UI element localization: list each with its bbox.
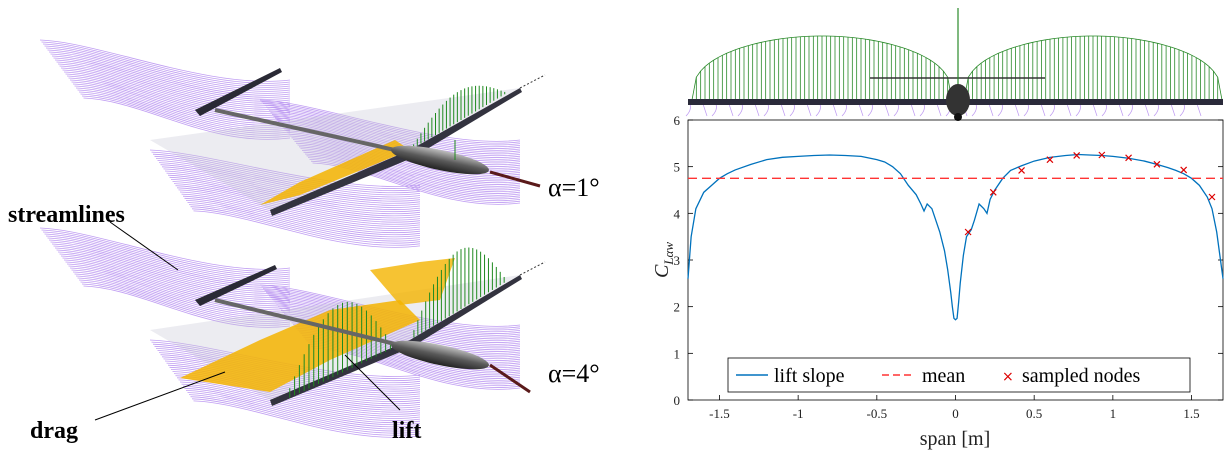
sampled-node-marker [1098,151,1106,159]
angle-label-bottom: α=4° [548,359,600,388]
legend-swatch-sampled-nodes: × [1002,369,1014,385]
legend-label-sampled-nodes: sampled nodes [1022,365,1141,387]
plot-series [687,151,1224,321]
sampled-node-marker [1208,193,1216,201]
x-axis: -1.5 -1 -0.5 0 0.5 1 1.5 [709,395,1200,421]
y-tick-label: 2 [674,300,681,315]
legend: lift slope mean × sampled nodes [727,357,1191,393]
front-view-aircraft [685,8,1223,121]
x-axis-label: span [m] [920,428,991,450]
lift-ribs-top [413,85,506,148]
x-tick-label: 0 [952,406,959,421]
legend-label-lift-slope: lift slope [774,365,845,387]
sampled-node-marker [1018,166,1026,174]
angle-label-top: α=1° [548,173,600,202]
drag-band-bottom [180,300,420,392]
fuselage-bottom [391,340,489,370]
sampled-node-marker [1125,154,1133,162]
sampled-node-marker [1180,166,1188,174]
tail-top [195,68,282,116]
y-axis: 0 1 2 3 4 5 6 [674,113,1223,408]
series-lift-slope [687,153,1224,321]
drag-band-top [260,140,410,205]
aircraft-illustration-panel: streamlines drag lift α=1° α=4° [8,39,600,444]
tail-bottom [195,265,277,306]
y-axis-label-main: C [651,264,673,278]
y-tick-label: 1 [674,346,681,361]
y-tick-label: 6 [674,113,681,128]
streamlines-pointer [109,221,179,271]
main-wing-top [150,88,520,210]
sampled-node-marker [1153,160,1161,168]
fuselage-top [391,145,489,175]
aircraft-alpha-1 [39,39,546,248]
y-tick-label: 0 [674,393,681,408]
legend-label-mean: mean [922,365,965,387]
x-tick-label: 1 [1110,406,1117,421]
svg-text:CLαw: CLαw [651,242,676,278]
lift-label: lift [392,418,421,444]
sampled-node-marker [989,188,997,196]
x-tick-label: 0.5 [1026,406,1042,421]
drag-pointer [94,371,226,421]
aircraft-illustration: streamlines drag lift α=1° α=4° [8,39,600,444]
y-axis-label: CLαw [651,242,676,278]
aircraft-alpha-4 [39,227,546,438]
drag-label: drag [30,418,78,444]
lift-ribs-bottom [289,247,505,398]
lift-slope-chart: 0 1 2 3 4 5 6 -1.5 -1 -0.5 0 0.5 1 1.5 span [m] CLαw… [651,8,1224,450]
x-tick-label: -1.5 [709,406,730,421]
sampled-node-marker [1073,152,1081,159]
x-tick-label: -0.5 [867,406,888,421]
front-view-fuselage [946,84,970,116]
x-tick-label: 1.5 [1183,406,1199,421]
lift-pointer [344,354,401,411]
y-axis-label-sub: Lαw [661,242,676,266]
streamlines-label: streamlines [8,202,125,228]
front-view-streamlines [685,103,1202,117]
front-view-lift-distribution [691,35,1223,101]
sampled-node-marker [1046,156,1054,164]
sampled-node-marker [964,228,972,236]
y-tick-label: 5 [674,160,681,175]
y-tick-label: 3 [674,253,681,268]
x-tick-label: -1 [793,406,804,421]
y-tick-label: 4 [674,206,681,221]
lift-slope-chart-panel: 0 1 2 3 4 5 6 -1.5 -1 -0.5 0 0.5 1 1.5 span [m] CLαw… [650,0,1225,450]
